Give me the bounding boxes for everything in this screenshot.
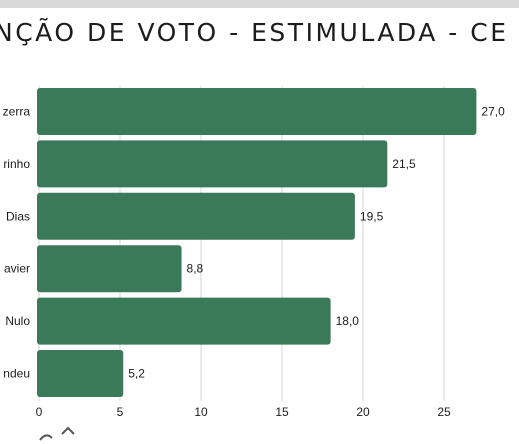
bar-rinho <box>37 140 388 188</box>
chart-title: NÇÃO DE VOTO - ESTIMULADA - CE <box>0 18 509 47</box>
bars <box>37 88 477 397</box>
bar-dias <box>37 192 355 240</box>
category-label-rinho: rinho <box>3 157 30 171</box>
x-tick-15: 15 <box>275 405 289 419</box>
category-label-zerra: zerra <box>3 105 31 119</box>
x-tick-10: 10 <box>194 405 208 419</box>
value-label-avier: 8,8 <box>187 262 204 276</box>
category-label-avier: avier <box>4 262 30 276</box>
top-bar <box>0 0 519 8</box>
x-tick-20: 20 <box>356 405 370 419</box>
bar-nulo <box>37 297 331 345</box>
grid-lines <box>38 86 445 401</box>
bar-ndeu <box>37 350 124 397</box>
category-labels: zerra rinho Dias avier Nulo ndeu <box>3 105 31 381</box>
x-tick-25: 25 <box>437 405 451 419</box>
value-label-dias: 19,5 <box>360 209 384 223</box>
x-tick-labels: 0 5 10 15 20 25 <box>36 405 451 419</box>
category-label-dias: Dias <box>6 209 30 223</box>
x-tick-0: 0 <box>36 405 43 419</box>
category-label-ndeu: ndeu <box>3 367 30 381</box>
x-tick-5: 5 <box>117 405 124 419</box>
clipped-text-fragment <box>34 424 94 444</box>
category-label-nulo: Nulo <box>5 314 30 328</box>
value-labels: 27,0 21,5 19,5 8,8 18,0 5,2 <box>128 105 505 381</box>
value-label-nulo: 18,0 <box>336 314 360 328</box>
value-label-ndeu: 5,2 <box>128 367 145 381</box>
bar-zerra <box>37 88 477 135</box>
value-label-rinho: 21,5 <box>392 157 416 171</box>
bar-avier <box>37 245 182 293</box>
value-label-zerra: 27,0 <box>481 105 505 119</box>
